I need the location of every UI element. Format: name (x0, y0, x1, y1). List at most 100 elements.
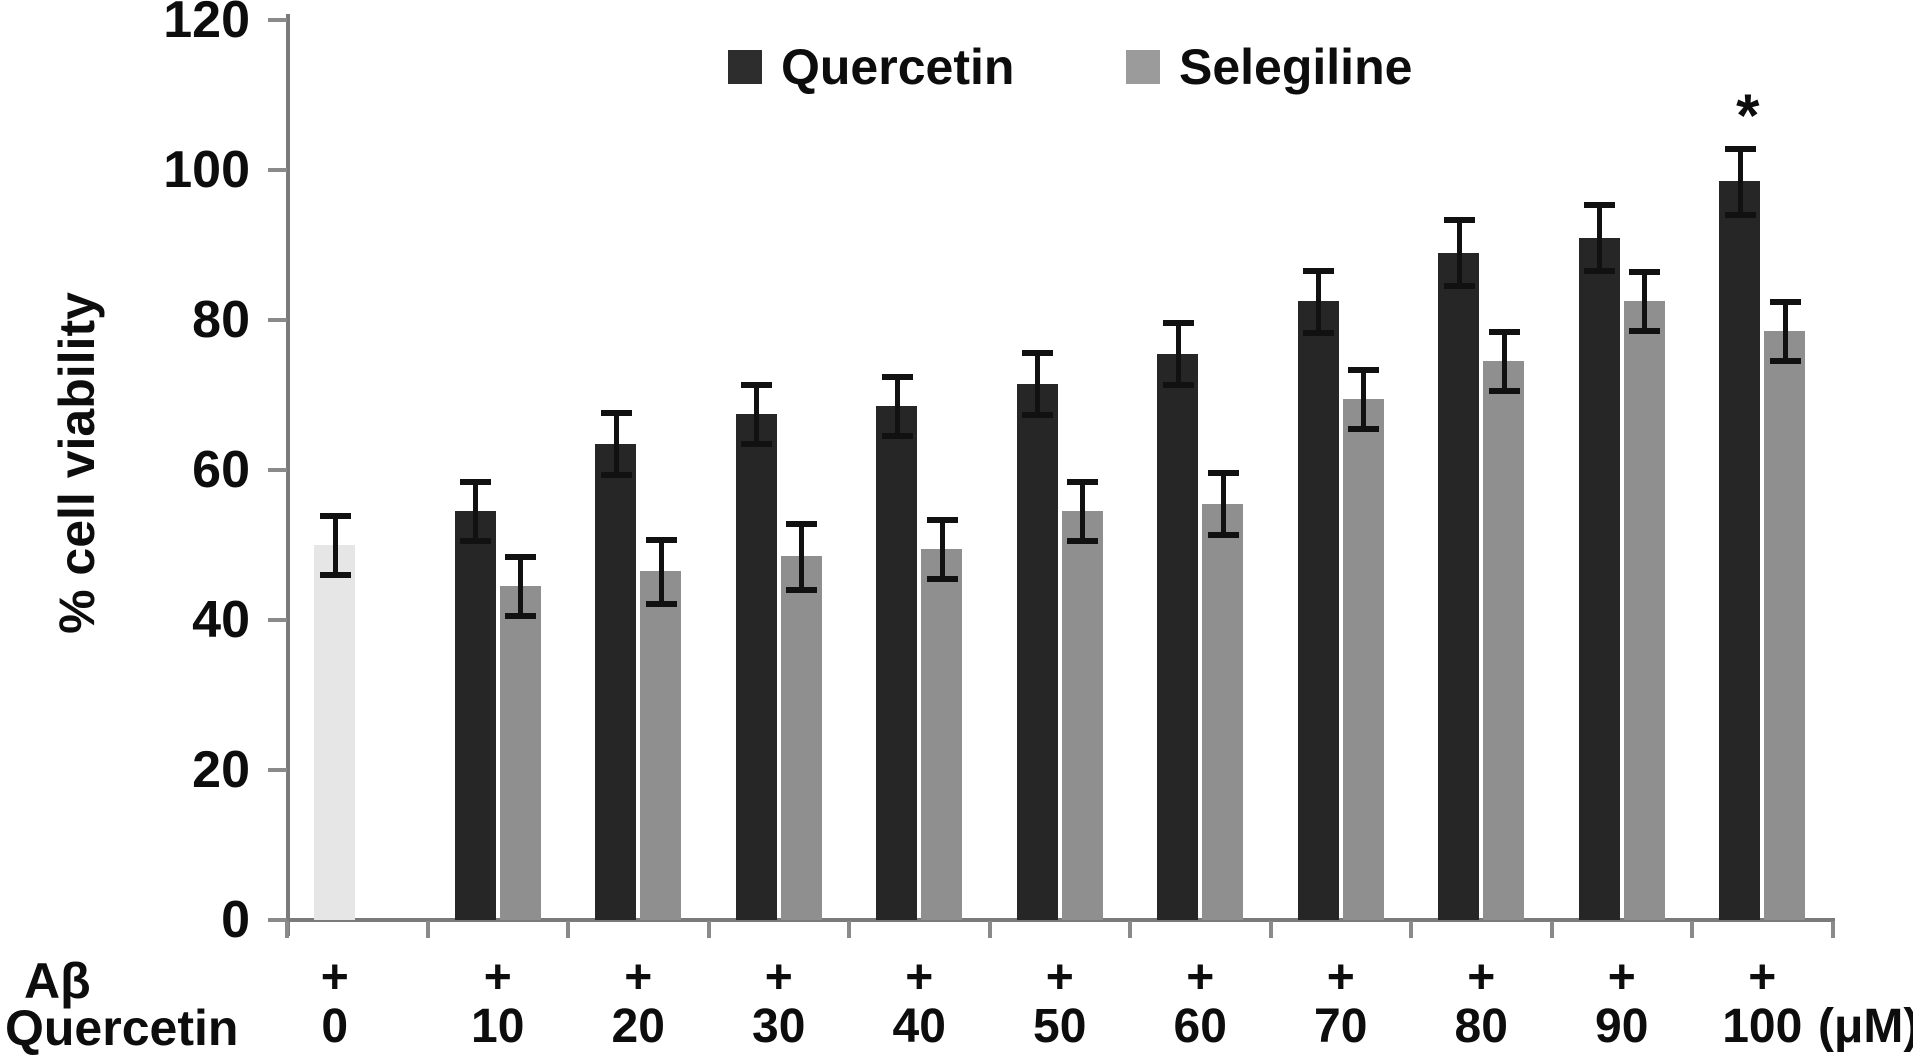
ytick-mark-40 (268, 618, 287, 622)
dose-unit-label: (μM) (1818, 1000, 1913, 1053)
bar-quercetin-60 (1157, 353, 1199, 920)
xtick-dose-60: 60 (1173, 1000, 1227, 1053)
ytick-mark-100 (268, 168, 287, 172)
bar-quercetin-100 (1719, 181, 1761, 920)
xtick-mark-3 (706, 921, 711, 938)
xtick-mark-0 (285, 921, 289, 938)
errorbar-cap-top-selegiline-30 (786, 520, 818, 527)
xtick-mark-1 (425, 921, 430, 938)
legend-swatch-quercetin (728, 50, 762, 84)
errorbar-cap-top-quercetin-10 (460, 479, 492, 486)
bar-selegiline-20 (640, 571, 682, 920)
xtick-dose-30: 30 (752, 1000, 806, 1053)
errorbar-cap-top-quercetin-30 (741, 381, 773, 388)
errorbar-selegiline-100 (1782, 301, 1788, 362)
ytick-label-80: 80 (192, 291, 250, 349)
xtick-dose-40: 40 (892, 1000, 946, 1053)
errorbar-cap-bottom-selegiline-70 (1348, 425, 1380, 432)
bar-quercetin-70 (1297, 301, 1339, 920)
bar-quercetin-20 (595, 443, 637, 920)
xtick-mark-2 (566, 921, 570, 938)
errorbar-selegiline-90 (1642, 271, 1648, 332)
legend-label-quercetin: Quercetin (781, 39, 1015, 95)
errorbar-quercetin-100 (1737, 147, 1743, 215)
errorbar-selegiline-70 (1361, 368, 1367, 429)
errorbar-quercetin-30 (754, 383, 760, 444)
ytick-label-40: 40 (192, 591, 250, 649)
errorbar-cap-bottom-quercetin-30 (741, 440, 773, 447)
xtick-dose-80: 80 (1454, 1000, 1508, 1053)
xtick-dose-0: 0 (321, 1000, 349, 1053)
errorbar-quercetin-50 (1035, 352, 1041, 416)
bar-selegiline-90 (1623, 301, 1665, 920)
bar-quercetin-80 (1438, 252, 1480, 920)
errorbar-cap-bottom-selegiline-100 (1769, 358, 1801, 365)
y-axis-title: % cell viability (49, 292, 105, 634)
bar-selegiline-80 (1483, 361, 1525, 920)
errorbar-cap-top-quercetin-60 (1162, 320, 1194, 327)
errorbar-cap-top-selegiline-50 (1067, 479, 1099, 486)
errorbar-cap-top-control-0 (319, 513, 351, 519)
ytick-label-120: 120 (163, 0, 250, 49)
xtick-dose-100: 100 (1722, 1000, 1803, 1053)
bar-selegiline-30 (780, 556, 822, 920)
ytick-mark-60 (268, 468, 287, 472)
errorbar-cap-top-quercetin-100 (1724, 145, 1756, 152)
bar-selegiline-100 (1764, 331, 1806, 920)
xtick-abeta-90: + (1607, 951, 1636, 1004)
xtick-abeta-40: + (905, 951, 934, 1004)
xtick-abeta-100: + (1748, 951, 1777, 1004)
xtick-dose-10: 10 (471, 1000, 525, 1053)
xtick-mark-5 (987, 921, 992, 938)
errorbar-cap-top-quercetin-70 (1303, 267, 1335, 274)
errorbar-cap-bottom-quercetin-50 (1022, 412, 1054, 419)
xtick-abeta-20: + (624, 951, 653, 1004)
errorbar-cap-bottom-quercetin-10 (460, 538, 492, 545)
errorbar-cap-bottom-quercetin-90 (1584, 268, 1616, 275)
ytick-mark-20 (268, 768, 287, 772)
ytick-label-20: 20 (192, 741, 250, 799)
errorbar-cap-bottom-selegiline-90 (1629, 328, 1661, 335)
errorbar-cap-bottom-quercetin-20 (600, 472, 632, 479)
xtick-dose-50: 50 (1033, 1000, 1087, 1053)
xtick-abeta-60: + (1186, 951, 1215, 1004)
errorbar-cap-bottom-quercetin-80 (1443, 283, 1475, 290)
errorbar-cap-bottom-selegiline-80 (1488, 388, 1520, 395)
errorbar-cap-bottom-control-0 (319, 572, 351, 578)
errorbar-cap-bottom-selegiline-40 (926, 575, 958, 582)
errorbar-cap-bottom-selegiline-10 (505, 613, 537, 620)
legend-swatch-selegiline (1126, 50, 1160, 84)
errorbar-cap-top-quercetin-20 (600, 410, 632, 417)
significance-star-100: * (1736, 81, 1760, 149)
errorbar-quercetin-10 (473, 481, 479, 542)
ytick-label-60: 60 (192, 441, 250, 499)
errorbar-selegiline-40 (939, 518, 945, 579)
errorbar-cap-top-selegiline-10 (505, 554, 537, 561)
bar-selegiline-70 (1342, 398, 1384, 920)
bar-control-0 (314, 545, 356, 920)
errorbar-quercetin-20 (613, 412, 619, 476)
xtick-mark-8 (1409, 921, 1413, 938)
errorbar-selegiline-20 (658, 539, 664, 604)
bar-quercetin-90 (1578, 237, 1620, 920)
errorbar-selegiline-50 (1080, 481, 1086, 542)
errorbar-cap-bottom-quercetin-60 (1162, 382, 1194, 389)
xtick-abeta-70: + (1326, 951, 1355, 1004)
errorbar-cap-top-quercetin-80 (1443, 216, 1475, 223)
errorbar-quercetin-70 (1316, 269, 1322, 333)
errorbar-selegiline-80 (1501, 331, 1507, 392)
errorbar-cap-top-selegiline-100 (1769, 299, 1801, 306)
bar-quercetin-50 (1016, 383, 1058, 920)
errorbar-selegiline-60 (1220, 472, 1226, 536)
errorbar-cap-bottom-selegiline-30 (786, 587, 818, 593)
xtick-abeta-80: + (1467, 951, 1496, 1004)
xtick-dose-70: 70 (1314, 1000, 1368, 1053)
y-axis-line (286, 14, 290, 936)
x-axis-line (284, 918, 1835, 922)
xtick-dose-20: 20 (611, 1000, 665, 1053)
errorbar-cap-top-selegiline-70 (1348, 366, 1380, 373)
bar-quercetin-30 (735, 413, 777, 920)
xtick-mark-9 (1549, 921, 1554, 938)
errorbar-cap-top-selegiline-60 (1207, 470, 1239, 477)
